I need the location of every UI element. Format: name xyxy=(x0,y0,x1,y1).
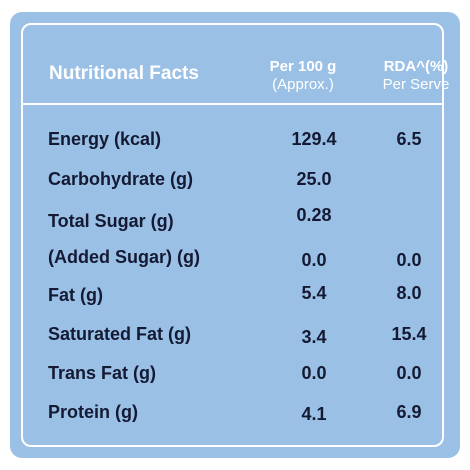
per-100g-column-header: Per 100 g (Approx.) xyxy=(253,58,353,94)
row-label: Saturated Fat (g) xyxy=(48,324,192,344)
row-rda-value: 6.9 xyxy=(396,402,422,422)
table-row: Protein (g) 4.1 6.9 xyxy=(23,402,442,432)
per-100g-sublabel: (Approx.) xyxy=(272,76,334,93)
table-row: Fat (g) 5.4 8.0 xyxy=(23,283,442,315)
table-row: Energy (kcal) 129.4 6.5 xyxy=(23,129,442,159)
header-divider xyxy=(23,103,442,105)
table-title: Nutritional Facts xyxy=(49,63,199,84)
nutrition-panel: Nutritional Facts Per 100 g (Approx.) RD… xyxy=(10,12,460,458)
row-per-value: 0.28 xyxy=(296,205,332,225)
row-label: Carbohydrate (g) xyxy=(48,169,194,189)
row-rda-value: 8.0 xyxy=(396,283,422,303)
row-rda-value: 6.5 xyxy=(396,129,422,149)
row-label: Energy (kcal) xyxy=(48,129,162,149)
rda-sublabel: Per Serve xyxy=(382,76,450,93)
row-rda-value: 15.4 xyxy=(391,324,427,344)
table-row: (Added Sugar) (g) 0.0 0.0 xyxy=(23,247,442,277)
row-label: (Added Sugar) (g) xyxy=(48,247,200,267)
row-per-value: 3.4 xyxy=(301,327,327,347)
row-per-value: 5.4 xyxy=(301,283,327,303)
table-row: Total Sugar (g) 0.28 xyxy=(23,205,442,237)
row-per-value: 0.0 xyxy=(301,250,327,270)
table-row: Saturated Fat (g) 3.4 15.4 xyxy=(23,324,442,354)
row-label: Fat (g) xyxy=(48,285,103,305)
table-row: Trans Fat (g) 0.0 0.0 xyxy=(23,363,442,393)
row-rda-value: 0.0 xyxy=(396,363,422,383)
row-label: Protein (g) xyxy=(48,402,138,422)
row-per-value: 4.1 xyxy=(301,404,327,424)
row-label: Total Sugar (g) xyxy=(48,211,174,231)
per-100g-label: Per 100 g xyxy=(269,58,337,75)
table-header: Nutritional Facts Per 100 g (Approx.) RD… xyxy=(23,25,449,101)
nutrition-table-frame: Nutritional Facts Per 100 g (Approx.) RD… xyxy=(21,23,449,447)
rda-label: RDA^(%) xyxy=(383,58,449,75)
table-row: Carbohydrate (g) 25.0 xyxy=(23,169,442,199)
rda-column-header: RDA^(%) Per Serve xyxy=(366,58,466,94)
row-rda-value: 0.0 xyxy=(396,250,422,270)
row-per-value: 0.0 xyxy=(301,363,327,383)
row-per-value: 25.0 xyxy=(296,169,332,189)
row-label: Trans Fat (g) xyxy=(48,363,157,383)
row-per-value: 129.4 xyxy=(291,129,337,149)
